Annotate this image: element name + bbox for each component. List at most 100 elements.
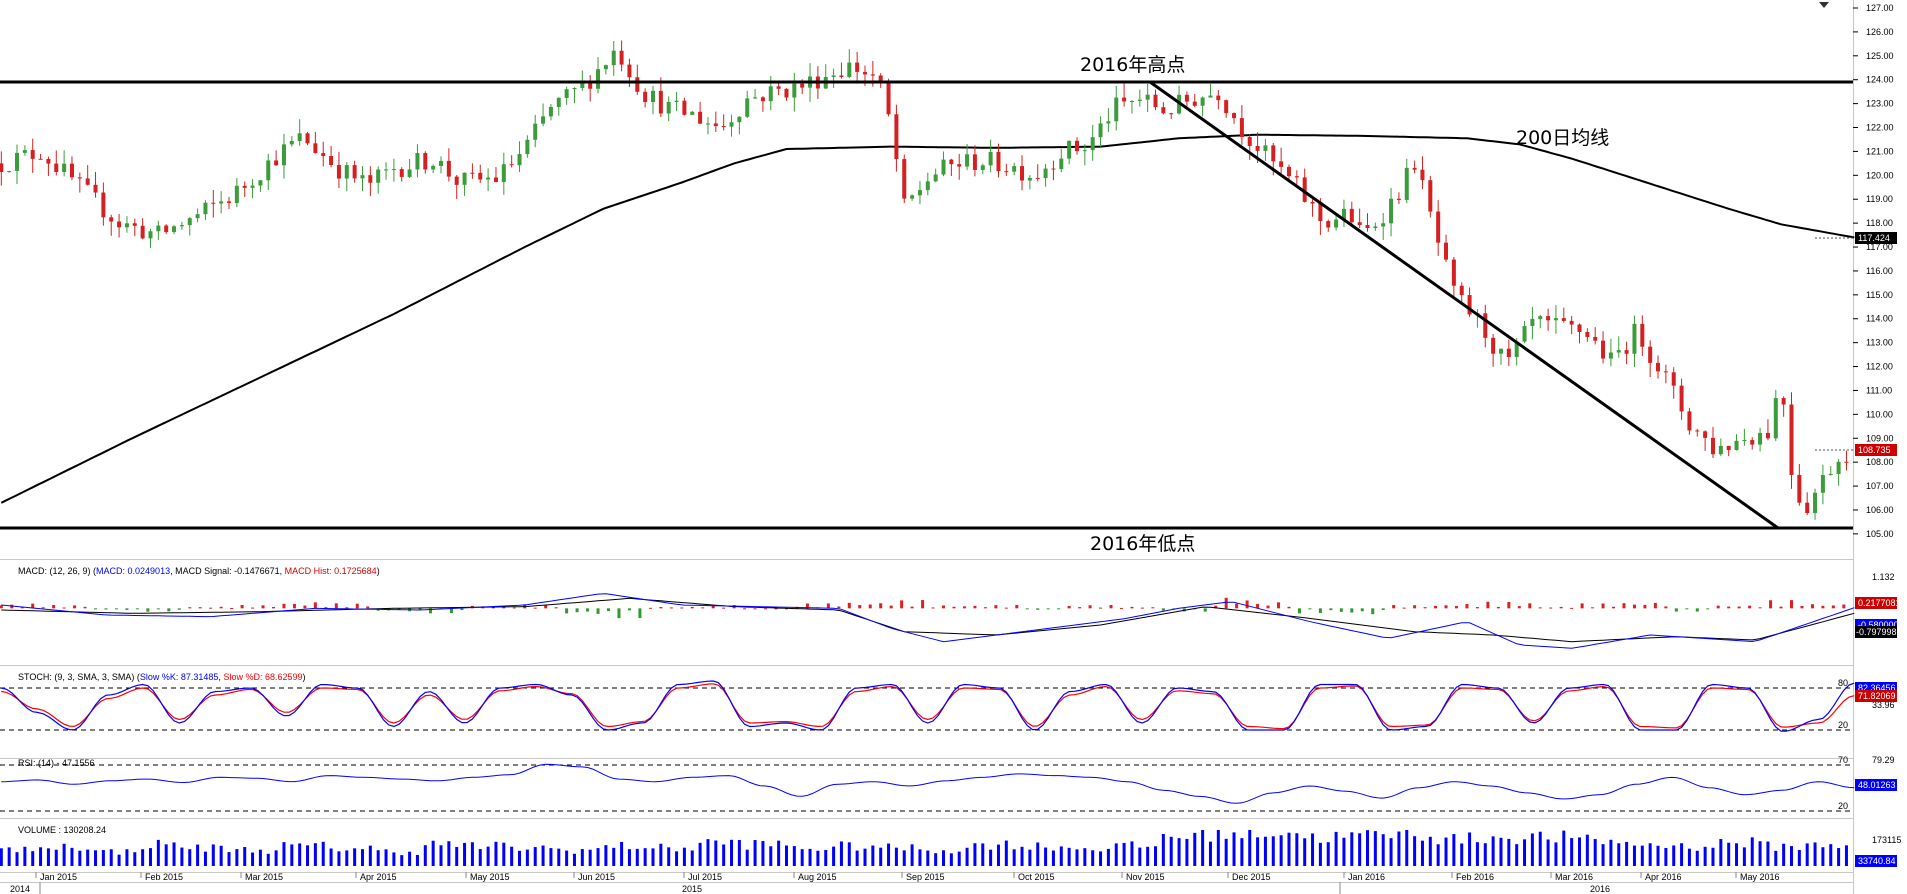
- volume-bar: [965, 847, 969, 866]
- macd-hist-badge: 0.2177081: [1858, 598, 1901, 608]
- candle-body: [101, 192, 106, 218]
- macd-hist-bar: [669, 607, 673, 609]
- candle-body: [1679, 385, 1684, 412]
- candle-body: [650, 90, 655, 103]
- volume-bar: [1609, 839, 1613, 866]
- volume-bar: [1169, 836, 1173, 866]
- macd-hist-bar: [125, 608, 129, 610]
- candle-body: [1192, 101, 1197, 106]
- candle-body: [1561, 318, 1566, 321]
- candle-body: [1365, 225, 1370, 229]
- volume-bar: [1640, 845, 1644, 866]
- candle-body: [1758, 432, 1763, 445]
- macd-hist-bar: [167, 608, 171, 612]
- candle-body: [1059, 158, 1064, 170]
- candle-body: [1703, 431, 1708, 438]
- macd-hist-bar: [1444, 605, 1448, 609]
- volume-bar: [1397, 831, 1401, 866]
- volume-bar: [596, 848, 600, 866]
- macd-hist-bar: [1423, 607, 1427, 609]
- macd-hist-bar: [921, 600, 925, 609]
- price-tick-label: 106.00: [1866, 505, 1894, 515]
- candle-body: [698, 111, 703, 124]
- price-tick-label: 113.00: [1866, 338, 1893, 348]
- volume-bar: [1216, 830, 1220, 866]
- macd-hist-bar: [1454, 606, 1458, 609]
- candle-body: [1624, 350, 1629, 354]
- macd-hist-bar: [994, 605, 998, 609]
- volume-bar: [675, 851, 679, 866]
- candle-body: [1396, 198, 1401, 200]
- macd-hist-bar: [397, 608, 401, 610]
- volume-bar: [667, 847, 671, 866]
- volume-bar: [439, 845, 443, 866]
- candle-body: [1436, 211, 1441, 243]
- candle-body: [564, 89, 569, 98]
- macd-line: [1, 593, 1855, 649]
- rsi-pane: RSI: (14) - 47.1556 79.29 70 20 48.01263: [0, 755, 1897, 812]
- candle-body: [1844, 461, 1849, 463]
- candle-body: [902, 159, 907, 199]
- volume-bar: [510, 846, 514, 866]
- candle-body: [1687, 411, 1692, 431]
- volume-bar: [753, 840, 757, 866]
- macd-hist-bar: [449, 608, 453, 614]
- candle-body: [831, 75, 836, 77]
- macd-hist-bar: [73, 605, 77, 609]
- volume-bar: [172, 842, 176, 866]
- volume-bar: [156, 839, 160, 866]
- volume-bar: [15, 852, 19, 866]
- dropdown-triangle-icon[interactable]: [1818, 0, 1830, 10]
- volume-bar: [1523, 839, 1527, 866]
- month-label: Jan 2016: [1348, 872, 1385, 882]
- month-label: Mar 2015: [245, 872, 283, 882]
- volume-bar: [196, 844, 200, 866]
- macd-hist-bar: [1151, 607, 1155, 609]
- volume-bar: [918, 849, 922, 866]
- volume-bar: [306, 845, 310, 866]
- volume-bar: [722, 844, 726, 866]
- candle-body: [753, 97, 758, 99]
- volume-bar: [0, 848, 3, 866]
- rsi-title: RSI: (14) - 47.1556: [18, 758, 95, 768]
- candle-body: [1836, 461, 1841, 475]
- volume-bar: [502, 842, 506, 866]
- volume-bar: [1044, 847, 1048, 866]
- candle-body: [949, 159, 954, 165]
- macd-hist-bar: [1277, 602, 1281, 609]
- volume-bar: [125, 849, 129, 866]
- macd-hist-bar: [847, 602, 851, 609]
- candle-body: [77, 177, 82, 179]
- candle-body: [1381, 223, 1386, 227]
- volume-bar: [714, 840, 718, 866]
- price-tick-label: 115.00: [1866, 290, 1893, 300]
- candle-body: [242, 185, 247, 188]
- volume-bar: [1483, 843, 1487, 866]
- macd-hist-bar: [1810, 604, 1814, 609]
- candle-body: [1184, 94, 1189, 102]
- macd-hist-bar: [983, 607, 987, 609]
- volume-bar: [1735, 843, 1739, 866]
- macd-hist-bar: [889, 605, 893, 609]
- rsi-line: [1, 763, 1855, 804]
- volume-bar: [1208, 841, 1212, 866]
- candle-body: [1553, 318, 1558, 321]
- volume-bar: [463, 842, 467, 866]
- candle-body: [1514, 341, 1519, 358]
- macd-hist-bar: [1591, 607, 1595, 609]
- volume-bar: [360, 849, 364, 866]
- candle-body: [203, 202, 208, 215]
- macd-hist-bar: [240, 605, 244, 609]
- candle-body: [1027, 177, 1032, 181]
- candle-body: [988, 151, 993, 166]
- candle-body: [1302, 177, 1307, 202]
- candle-body: [234, 185, 239, 204]
- price-tick-label: 117.00: [1866, 242, 1893, 252]
- macd-hist-bar: [429, 608, 433, 614]
- macd-hist-bar: [554, 607, 558, 609]
- annotation-2016-high: 2016年高点: [1080, 54, 1185, 76]
- volume-bar: [949, 853, 953, 866]
- candle-body: [1718, 445, 1723, 455]
- volume-bar: [1719, 839, 1723, 866]
